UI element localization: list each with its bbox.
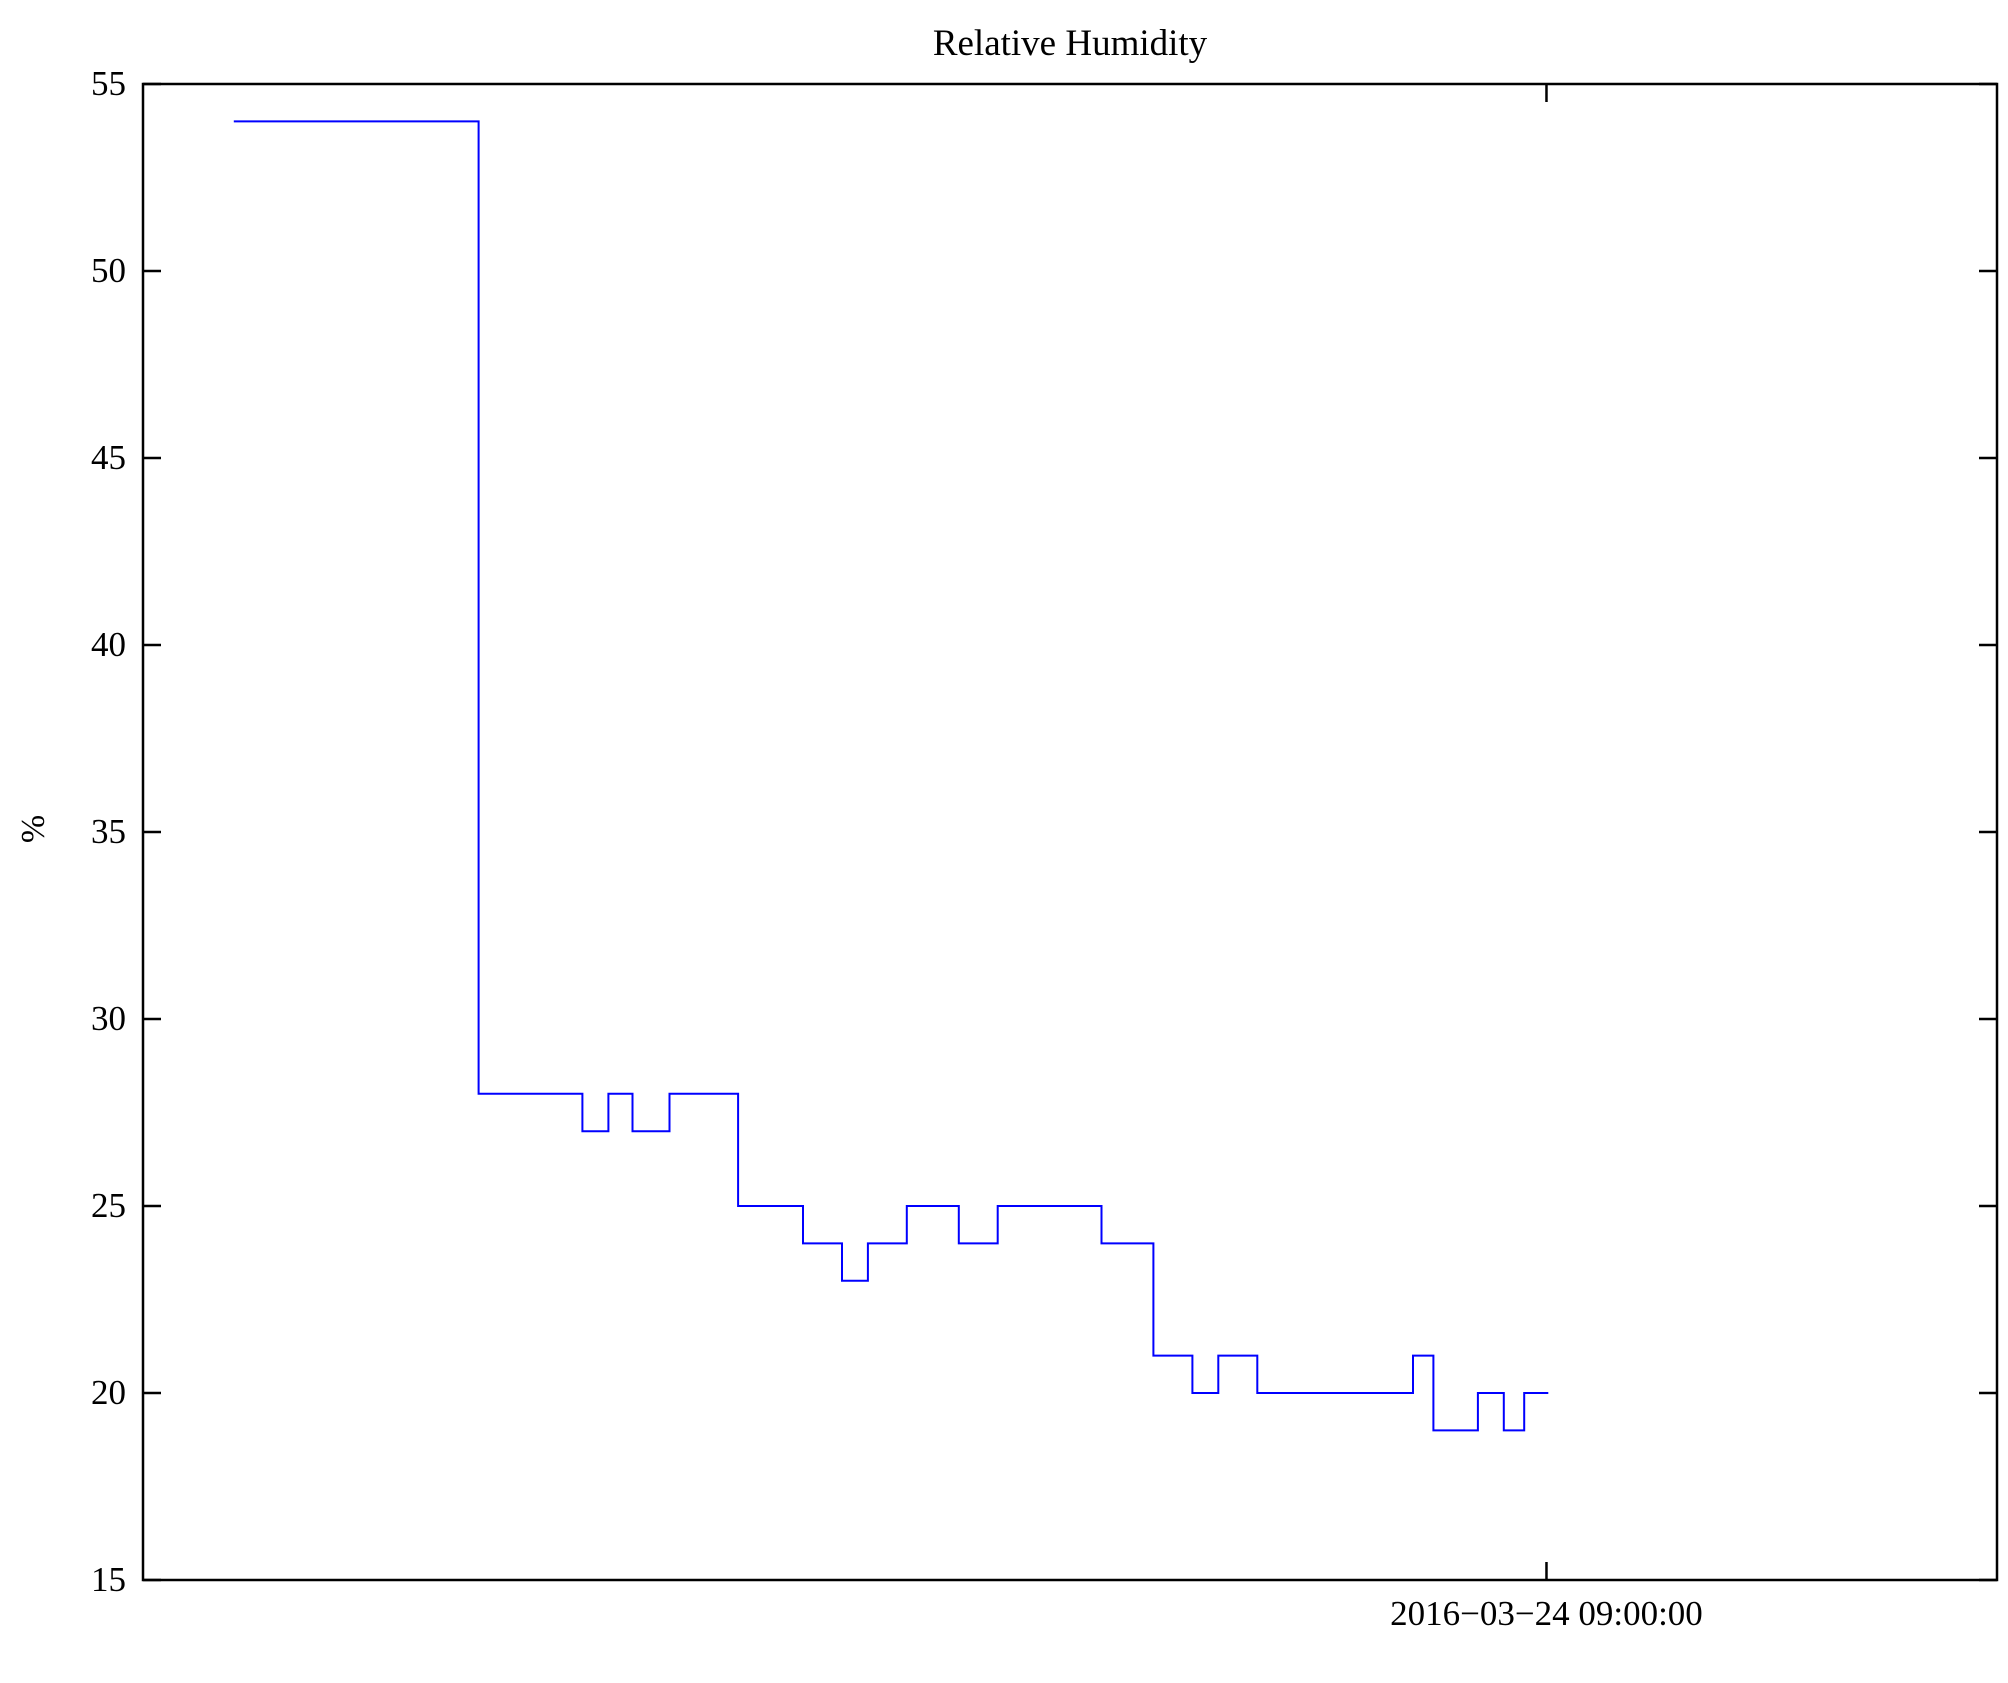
- y-tick-label: 15: [91, 1560, 126, 1599]
- y-tick-label: 30: [91, 999, 126, 1038]
- y-tick-label: 35: [91, 812, 126, 851]
- y-tick-label: 45: [91, 438, 126, 477]
- y-tick-label: 20: [91, 1373, 126, 1412]
- plot-border: [141, 82, 1999, 1582]
- chart-title: Relative Humidity: [932, 23, 1208, 64]
- x-tick-label: 2016−03−24 09:00:00: [1390, 1594, 1703, 1633]
- humidity-series-line: [233, 120, 1549, 1432]
- y-tick-label: 25: [91, 1186, 126, 1225]
- y-tick-label: 50: [91, 251, 126, 290]
- y-tick-label: 40: [91, 625, 126, 664]
- y-tick-label: 55: [91, 64, 126, 103]
